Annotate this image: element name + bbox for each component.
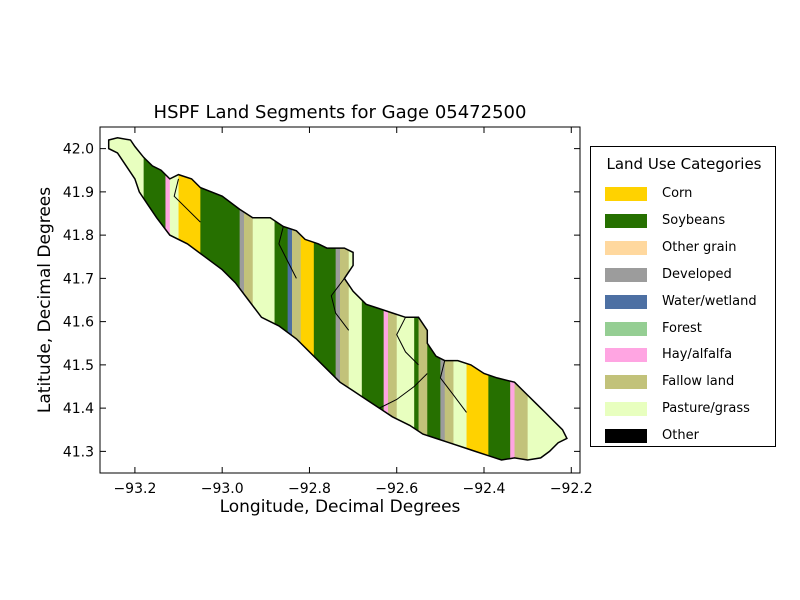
segment-fallow-land — [292, 137, 302, 461]
y-tick-label: 41.9 — [63, 185, 94, 201]
y-tick-label: 41.6 — [63, 315, 94, 331]
legend-swatch — [605, 321, 647, 336]
legend-label: Fallow land — [662, 374, 735, 390]
x-axis-label: Longitude, Decimal Degrees — [220, 497, 461, 517]
legend-item: Water/wetland — [605, 292, 775, 312]
sub-basin-boundary — [278, 226, 297, 279]
legend-swatch — [605, 402, 647, 417]
plot-area — [99, 126, 581, 474]
legend-item: Fallow land — [605, 372, 775, 392]
x-tick-label: −92.2 — [550, 481, 593, 497]
legend-item: Other — [605, 426, 775, 446]
legend-swatch — [605, 429, 647, 444]
legend-swatch — [605, 267, 647, 282]
legend-item: Forest — [605, 319, 775, 339]
legend-item: Other grain — [605, 238, 775, 258]
legend-item: Developed — [605, 265, 775, 285]
y-axis-label: Latitude, Decimal Degrees — [35, 187, 55, 413]
segment-water-wetland — [287, 137, 293, 461]
legend-item: Pasture/grass — [605, 399, 775, 419]
plot-frame — [99, 126, 581, 474]
x-axis: −93.2 −93.0 −92.8 −92.6 −92.4 −92.2 — [113, 127, 593, 497]
segment-developed — [335, 137, 341, 461]
y-tick-label: 41.7 — [63, 271, 94, 287]
legend-item: Soybeans — [605, 211, 775, 231]
legend-swatch — [605, 187, 647, 201]
legend-label: Other grain — [662, 239, 737, 255]
legend-swatch — [605, 375, 647, 390]
legend-swatch — [605, 240, 647, 255]
legend-label: Water/wetland — [662, 293, 757, 309]
legend-swatch — [605, 294, 647, 309]
legend-label: Other — [662, 428, 699, 444]
legend-label: Developed — [662, 266, 732, 282]
sub-basin-boundary — [173, 178, 201, 223]
legend-item: Hay/alfalfa — [605, 345, 775, 365]
x-tick-label: −93.0 — [201, 481, 244, 497]
sub-basin-boundary — [330, 278, 350, 331]
x-tick-label: −92.8 — [288, 481, 331, 497]
segment-fallow-land — [340, 137, 350, 461]
x-tick-label: −92.6 — [375, 481, 418, 497]
sub-basin-boundary — [439, 360, 467, 413]
legend-swatch — [605, 348, 647, 363]
legend-title: Land Use Categories — [606, 155, 762, 173]
sub-basin-boundary — [396, 317, 419, 366]
y-tick-label: 41.4 — [63, 401, 94, 417]
y-tick-label: 41.5 — [63, 358, 94, 374]
y-tick-label: 41.3 — [63, 444, 94, 460]
x-tick-label: −93.2 — [113, 481, 156, 497]
legend-swatch — [605, 213, 647, 228]
legend-label: Hay/alfalfa — [662, 347, 733, 363]
chart-title: HSPF Land Segments for Gage 05472500 — [154, 102, 527, 123]
legend-item: Corn — [605, 184, 775, 204]
watershed-outline — [107, 137, 568, 461]
legend-label: Soybeans — [662, 212, 726, 228]
sub-basin-boundary — [379, 373, 428, 409]
legend: Land Use Categories Corn Soybeans Other gr… — [590, 146, 776, 447]
legend-label: Corn — [662, 186, 693, 201]
segment-fallow-land — [244, 137, 254, 461]
y-tick-label: 41.8 — [63, 228, 94, 244]
y-tick-label: 42.0 — [63, 142, 94, 158]
x-tick-label: −92.4 — [463, 481, 506, 497]
legend-label: Forest — [662, 320, 702, 336]
legend-label: Pasture/grass — [662, 401, 750, 417]
y-axis: 41.3 41.4 41.5 41.6 41.7 41.8 41.9 42.0 — [63, 142, 580, 460]
